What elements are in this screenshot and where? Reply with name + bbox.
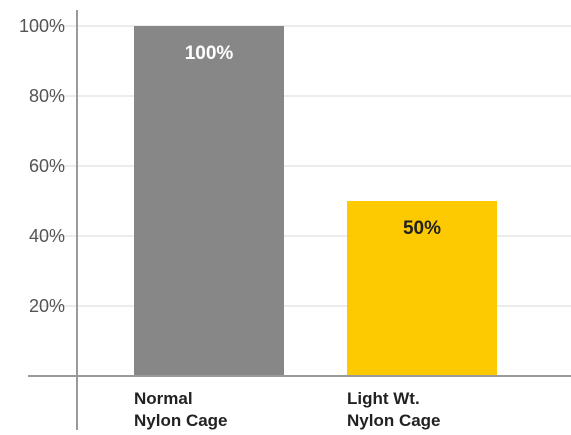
bar bbox=[134, 26, 284, 376]
x-category-label: Nylon Cage bbox=[347, 411, 441, 430]
x-category-label: Normal bbox=[134, 389, 193, 408]
data-label: 50% bbox=[403, 218, 441, 239]
data-label: 100% bbox=[185, 43, 234, 64]
bar bbox=[347, 201, 497, 376]
bars bbox=[134, 26, 497, 376]
x-category-label: Light Wt. bbox=[347, 389, 420, 408]
y-tick-label: 40% bbox=[29, 226, 65, 246]
x-category-label: Nylon Cage bbox=[134, 411, 228, 430]
y-tick-label: 100% bbox=[19, 16, 65, 36]
x-axis-category-labels: Normal Nylon Cage Light Wt. Nylon Cage bbox=[134, 389, 441, 430]
y-tick-label: 20% bbox=[29, 296, 65, 316]
data-labels: 100% 50% bbox=[185, 43, 441, 239]
y-tick-label: 60% bbox=[29, 156, 65, 176]
axes bbox=[28, 10, 571, 430]
y-tick-label: 80% bbox=[29, 86, 65, 106]
y-axis-tick-labels: 20% 40% 60% 80% 100% bbox=[19, 16, 65, 316]
